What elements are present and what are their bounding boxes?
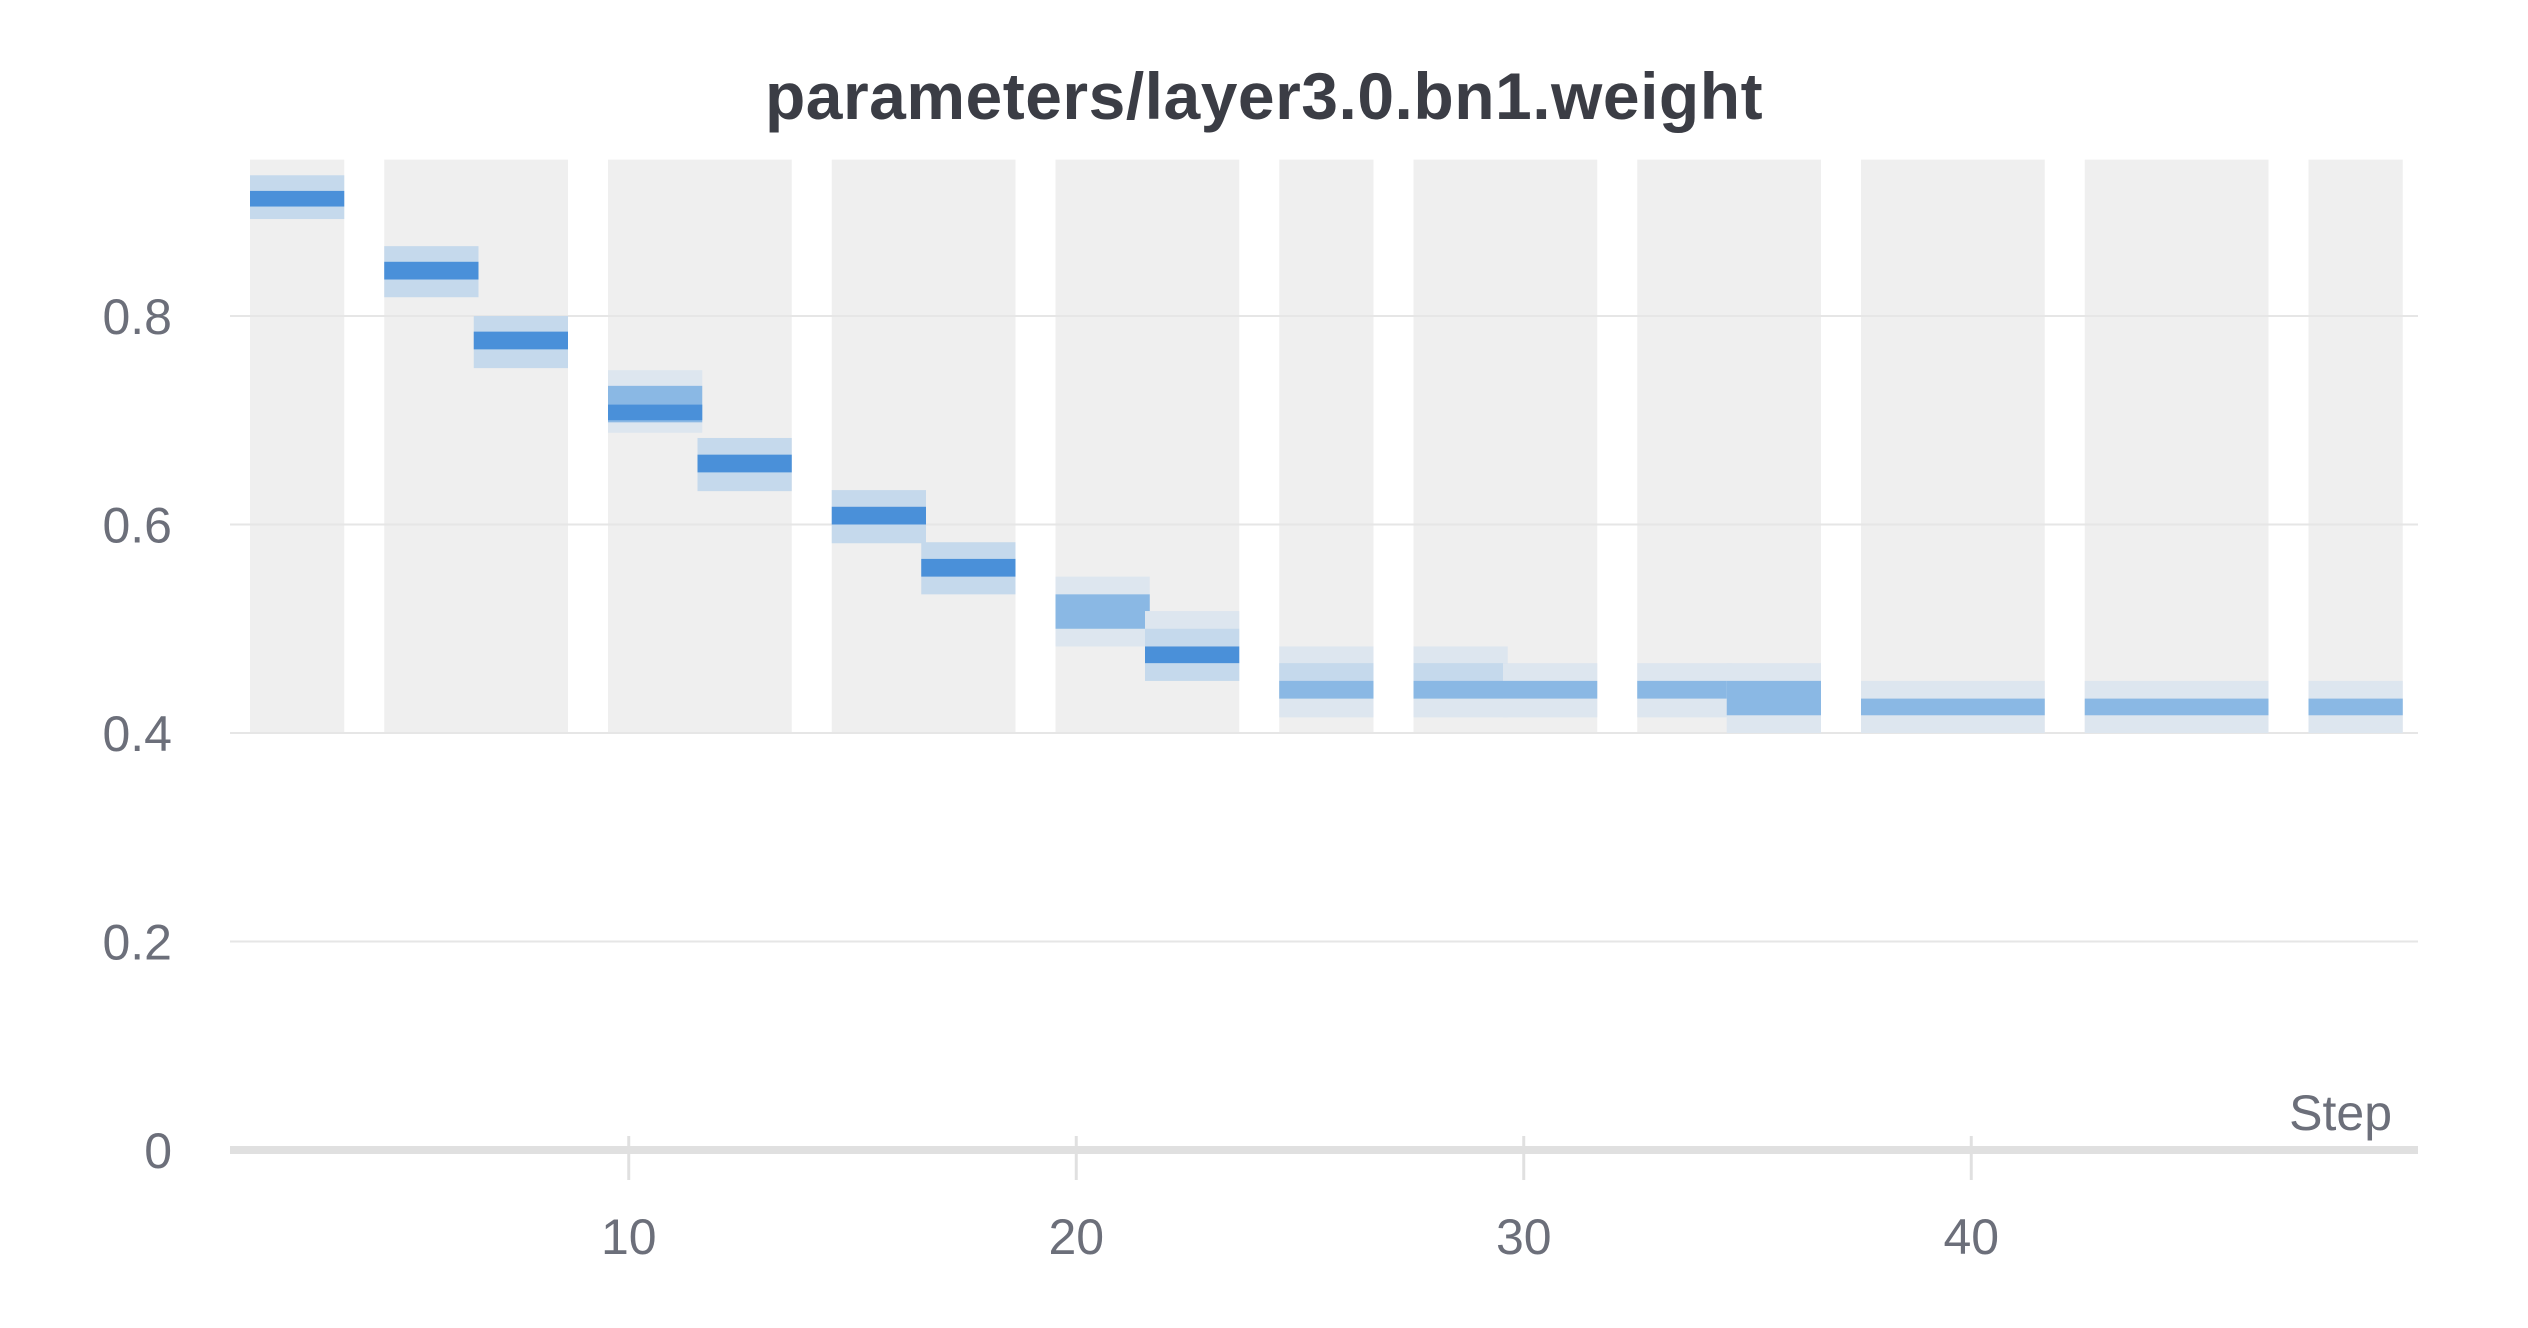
background-band-7 bbox=[1413, 159, 1598, 733]
histogram-band-17 bbox=[1055, 594, 1150, 629]
histogram-band-36 bbox=[2084, 698, 2269, 716]
histogram-band-6 bbox=[473, 331, 568, 350]
histogram-band-28 bbox=[1503, 680, 1598, 699]
background-band-8 bbox=[1637, 159, 1821, 733]
background-bands bbox=[250, 159, 2403, 733]
y-tick-label-0.2: 0.2 bbox=[102, 915, 172, 971]
histogram-band-15 bbox=[921, 558, 1016, 577]
histogram-band-34 bbox=[1861, 698, 2045, 716]
background-band-6 bbox=[1279, 159, 1374, 733]
background-band-9 bbox=[1861, 159, 2045, 733]
histogram-band-38 bbox=[2308, 698, 2403, 716]
histogram-band-9 bbox=[608, 404, 703, 421]
background-band-10 bbox=[2084, 159, 2269, 733]
x-tick-label-20: 20 bbox=[1048, 1209, 1104, 1265]
background-band-11 bbox=[2308, 159, 2403, 733]
x-tick-label-10: 10 bbox=[601, 1209, 657, 1265]
y-tick-label-0.6: 0.6 bbox=[102, 498, 172, 554]
histogram-band-23 bbox=[1279, 680, 1374, 699]
histogram-band-30 bbox=[1637, 680, 1732, 699]
background-band-4 bbox=[831, 159, 1016, 733]
y-tick-label-0.4: 0.4 bbox=[102, 706, 172, 762]
background-band-2 bbox=[384, 159, 568, 733]
grid-lines bbox=[230, 315, 2418, 943]
data-bands bbox=[250, 175, 2403, 733]
background-band-1 bbox=[250, 159, 345, 733]
x-axis-label: Step bbox=[2289, 1085, 2392, 1141]
histogram-band-4 bbox=[384, 261, 479, 280]
x-tick-label-30: 30 bbox=[1496, 1209, 1552, 1265]
histogram-band-13 bbox=[831, 506, 926, 525]
y-tick-label-0: 0 bbox=[144, 1123, 172, 1179]
axes: 10 20 30 40 0 0.2 0.4 0.6 0.8 bbox=[102, 289, 2418, 1265]
histogram-band-32 bbox=[1726, 680, 1821, 716]
y-tick-label-0.8: 0.8 bbox=[102, 289, 172, 345]
histogram-band-26 bbox=[1413, 680, 1508, 699]
chart-title: parameters/layer3.0.bn1.weight bbox=[764, 59, 1764, 133]
x-tick-label-40: 40 bbox=[1943, 1209, 1999, 1265]
histogram-band-11 bbox=[697, 454, 792, 473]
histogram-band-2 bbox=[250, 190, 345, 207]
histogram-band-20 bbox=[1145, 646, 1240, 664]
